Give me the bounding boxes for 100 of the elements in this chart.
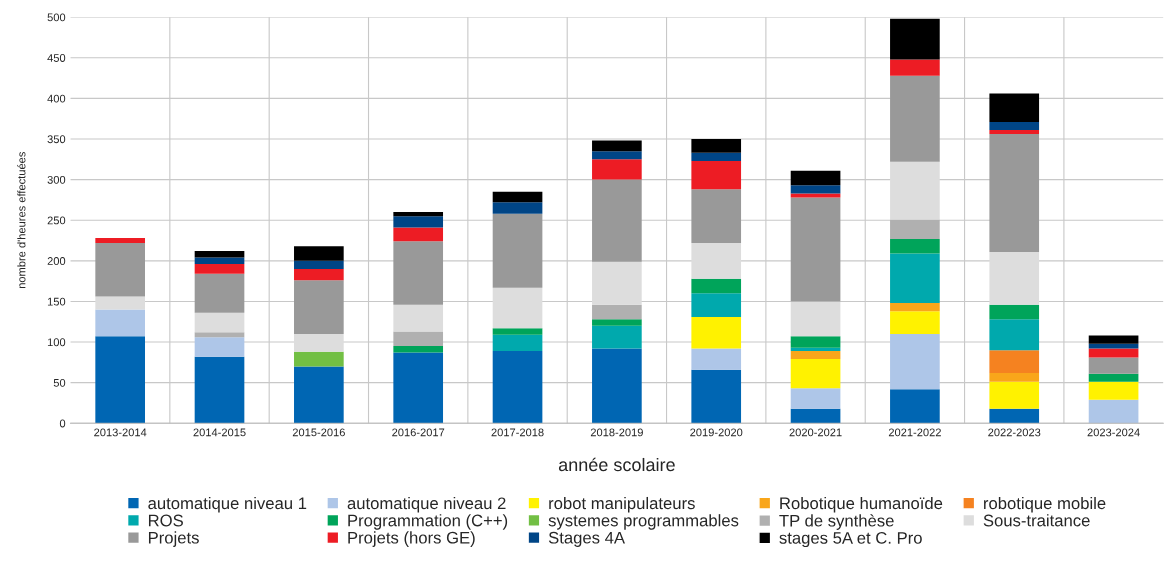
y-tick-label: 500 — [47, 13, 66, 22]
bar — [890, 311, 940, 334]
bar — [95, 238, 146, 243]
bar — [989, 381, 1040, 409]
legend-label: Sous-traitance — [983, 514, 1090, 527]
bar — [294, 260, 344, 269]
bar — [989, 121, 1040, 131]
bar — [592, 319, 642, 326]
legend-label: TP de synthèse — [779, 514, 894, 530]
bar — [592, 261, 642, 305]
bar — [691, 189, 742, 243]
bar — [492, 287, 543, 329]
y-tick-label: 400 — [47, 94, 66, 103]
x-tick-label: 2018-2019 — [590, 428, 643, 437]
bar — [790, 185, 841, 194]
bar — [691, 278, 742, 294]
bar — [691, 348, 742, 370]
bar — [1088, 357, 1139, 374]
legend-label: Programmation (C++) — [348, 514, 508, 530]
bar — [989, 408, 1040, 424]
bar — [989, 134, 1040, 252]
bar — [492, 213, 543, 288]
bar — [890, 238, 940, 254]
bar — [890, 75, 940, 162]
bar — [890, 333, 940, 390]
bar — [890, 18, 940, 60]
legend-label: automatique niveau 1 — [148, 496, 307, 513]
bar — [294, 246, 344, 261]
x-tick-label: 2013-2014 — [94, 428, 147, 437]
y-tick-label: 250 — [47, 216, 66, 225]
legend-label: Robotique humanoïde — [780, 496, 943, 513]
bar — [790, 197, 841, 302]
bar — [393, 346, 444, 353]
y-tick-label: 0 — [59, 419, 66, 428]
x-tick-label: 2020-2021 — [789, 428, 842, 437]
x-tick-label: 2021-2022 — [888, 428, 941, 437]
bar — [691, 316, 742, 349]
bar — [492, 202, 543, 214]
bar — [790, 301, 841, 337]
bar — [294, 333, 344, 352]
legend-label: stages 5A et C. Pro — [779, 532, 922, 548]
bar — [393, 331, 444, 347]
bar — [1088, 335, 1139, 344]
y-axis-title: nombre d'heures effectuées — [17, 152, 26, 289]
bar — [294, 351, 344, 367]
y-tick-label: 450 — [47, 54, 66, 62]
bar — [790, 336, 841, 348]
bar — [1088, 343, 1139, 349]
y-tick-label: 100 — [47, 338, 66, 347]
x-tick-label: 2016-2017 — [392, 428, 445, 437]
y-tick-label: 200 — [47, 257, 66, 265]
legend-label: automatique niveau 2 — [347, 496, 506, 513]
bar — [393, 227, 444, 242]
bar — [592, 179, 642, 262]
legend-label: Stages 4A — [548, 531, 625, 547]
y-tick-label: 300 — [47, 175, 66, 184]
bar — [790, 350, 841, 360]
bar — [393, 216, 444, 228]
bar — [890, 389, 940, 424]
legend-label: ROS — [148, 514, 183, 527]
bar — [492, 350, 543, 424]
bar — [294, 366, 344, 424]
x-tick-label: 2023-2024 — [1087, 428, 1140, 437]
bar — [790, 193, 841, 198]
bar — [989, 93, 1040, 122]
bar — [95, 296, 146, 310]
bar — [691, 242, 742, 279]
bar — [294, 268, 344, 281]
bar — [492, 191, 543, 203]
bar — [194, 356, 245, 424]
bar — [989, 251, 1040, 305]
bar — [492, 334, 543, 351]
x-tick-label: 2019-2020 — [690, 428, 743, 437]
bar — [989, 372, 1040, 382]
bar — [890, 219, 940, 239]
bar — [393, 352, 444, 424]
bar — [194, 257, 245, 265]
bar — [95, 309, 146, 337]
y-tick-label: 350 — [47, 135, 66, 144]
legend-label: Projets (hors GE) — [348, 531, 475, 547]
bar — [890, 253, 940, 304]
bar — [890, 303, 940, 312]
bar — [691, 139, 742, 153]
bar — [95, 242, 146, 297]
x-tick-label: 2017-2018 — [491, 428, 544, 437]
bar — [691, 293, 742, 317]
legend-label: robot manipulateurs — [549, 496, 695, 513]
bar — [1088, 381, 1139, 400]
bar — [194, 337, 245, 357]
bar — [393, 241, 444, 305]
bar — [989, 130, 1040, 135]
x-tick-label: 2015-2016 — [292, 428, 345, 437]
bar — [393, 212, 444, 217]
bar — [194, 251, 245, 258]
bar — [592, 304, 642, 320]
bar — [790, 170, 841, 186]
bar — [989, 304, 1040, 320]
bar — [393, 304, 444, 332]
bar — [989, 319, 1040, 351]
legend-label: systemes programmables — [548, 514, 739, 530]
